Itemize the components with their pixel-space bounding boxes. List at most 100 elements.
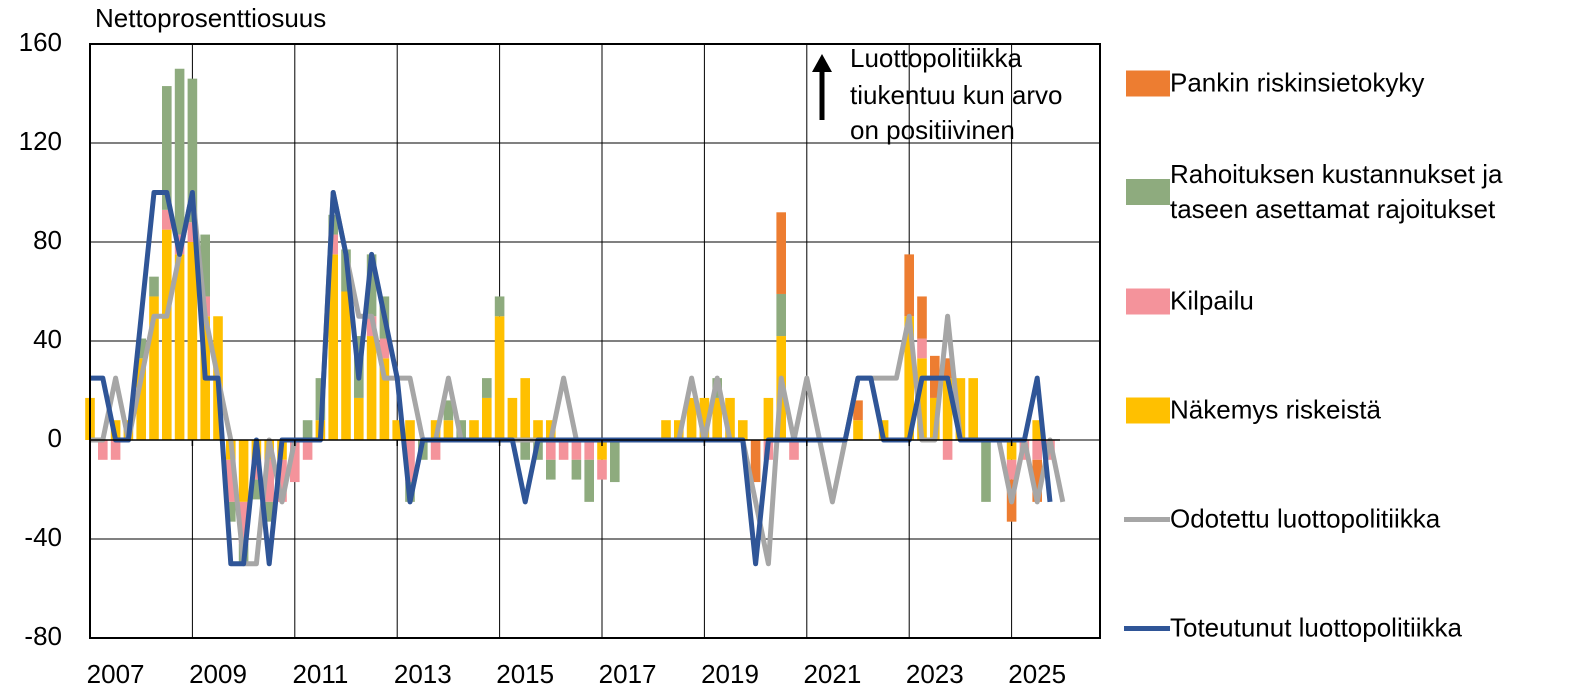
bar-segment xyxy=(738,420,748,440)
bar-segment xyxy=(379,358,390,440)
bar-segment xyxy=(494,316,505,440)
legend-swatch-box xyxy=(1122,177,1170,207)
bar-segment xyxy=(149,276,159,297)
bar-segment xyxy=(187,78,198,223)
x-tick-label: 2007 xyxy=(87,659,145,689)
annotation: tiukentuu kun arvo xyxy=(850,80,1062,110)
legend-label: Kilpailu xyxy=(1170,285,1254,316)
bar-segment xyxy=(776,212,786,294)
legend-marker xyxy=(1126,70,1170,96)
bar-segment xyxy=(1006,440,1017,460)
bar-segment xyxy=(341,291,351,440)
bar-segment xyxy=(853,400,863,421)
y-tick-label: 80 xyxy=(33,225,62,255)
legend: Pankin riskinsietokyky Rahoituksen kustan… xyxy=(1122,0,1572,692)
bar-segment xyxy=(558,440,569,460)
bar-segment xyxy=(917,296,927,339)
bar-segment xyxy=(443,420,454,440)
legend-entry: Kilpailu xyxy=(1122,284,1565,319)
bar-segment xyxy=(1032,459,1042,502)
bar-segment xyxy=(520,378,530,440)
bar-segment xyxy=(942,378,953,440)
bar-segment xyxy=(136,358,146,440)
legend-entry: Odotettu luottopolitiikka xyxy=(1122,502,1565,537)
bar-segment xyxy=(597,459,607,480)
y-tick-label: 160 xyxy=(19,27,62,57)
legend-swatch-box xyxy=(1122,613,1170,643)
bar-segment xyxy=(149,296,159,440)
legend-label: Pankin riskinsietokyky xyxy=(1170,67,1425,98)
bar-segment xyxy=(789,440,799,460)
bar-segment xyxy=(955,378,966,440)
bar-segment xyxy=(405,420,415,440)
bar-segment xyxy=(571,459,582,480)
y-tick-label: -80 xyxy=(24,621,62,651)
bar-segment xyxy=(443,400,454,421)
legend-swatch xyxy=(1124,625,1170,631)
lines-layer xyxy=(90,190,1066,567)
bar-segment xyxy=(354,397,364,440)
legend-swatch-box xyxy=(1122,395,1170,425)
bar-segment xyxy=(251,479,262,500)
legend-entry: Pankin riskinsietokyky xyxy=(1122,66,1565,101)
bar-segment xyxy=(942,440,953,460)
legend-marker xyxy=(1126,288,1170,314)
bar-segment xyxy=(392,420,402,440)
bar-segment xyxy=(174,254,185,440)
y-tick-label: 0 xyxy=(48,423,62,453)
legend-entry: Näkemys riskeistä xyxy=(1122,393,1565,428)
bar-segment xyxy=(302,420,313,440)
x-tick-label: 2011 xyxy=(292,659,348,689)
grid-layer xyxy=(90,43,1100,639)
x-tick-label: 2023 xyxy=(906,659,964,689)
legend-swatch-box xyxy=(1122,504,1170,534)
bar-segment xyxy=(264,501,274,522)
x-tick-label: 2015 xyxy=(496,659,554,689)
bar-segment xyxy=(1006,459,1017,480)
bar-segment xyxy=(379,338,390,359)
legend-swatch xyxy=(1126,179,1170,205)
axes-layer: -80 -40 0 40 80 120 160 2007 2009 2011 2013 2015 201… xyxy=(19,27,1101,689)
bar-segment xyxy=(200,234,210,297)
bar-segment xyxy=(264,459,274,502)
bar-segment xyxy=(328,234,338,255)
bar-segment xyxy=(763,397,774,440)
bar-segment xyxy=(750,440,761,483)
bar-segment xyxy=(430,440,441,460)
y-tick-label: 120 xyxy=(19,126,62,156)
bar-segment xyxy=(853,420,863,440)
bar-segment xyxy=(469,420,479,440)
bar-segment xyxy=(776,293,786,337)
legend-marker xyxy=(1126,397,1170,423)
annotation-arrow-head xyxy=(812,54,832,72)
bar-segment xyxy=(904,316,914,440)
bar-segment xyxy=(366,254,377,317)
bar-segment xyxy=(610,440,620,483)
bar-segment xyxy=(968,378,978,440)
bar-segment xyxy=(712,397,722,440)
bar-segment xyxy=(162,229,172,440)
bar-segment xyxy=(725,397,735,440)
bar-segment xyxy=(661,420,671,440)
legend-label: Rahoituksen kustannukset ja taseen asett… xyxy=(1170,159,1503,224)
x-tick-label: 2025 xyxy=(1008,659,1066,689)
bar-segment xyxy=(136,338,146,359)
legend-entry: Toteutunut luottopolitiikka xyxy=(1122,611,1565,646)
bar-segment xyxy=(174,68,185,235)
bar-segment xyxy=(366,336,377,440)
x-tick-label: 2013 xyxy=(394,659,452,689)
bar-segment xyxy=(507,397,518,440)
line-series xyxy=(90,190,1066,567)
legend-swatch-box xyxy=(1122,68,1170,98)
bar-segment xyxy=(584,440,594,460)
bar-segment xyxy=(520,440,530,460)
bar-segment xyxy=(597,440,607,460)
bar-segment xyxy=(290,440,300,483)
bar-segment xyxy=(162,86,172,210)
bar-segment xyxy=(251,459,262,480)
bar-segment xyxy=(699,397,710,440)
legend-swatch xyxy=(1124,516,1170,522)
bar-segment xyxy=(238,440,249,502)
bar-segment xyxy=(917,358,927,440)
